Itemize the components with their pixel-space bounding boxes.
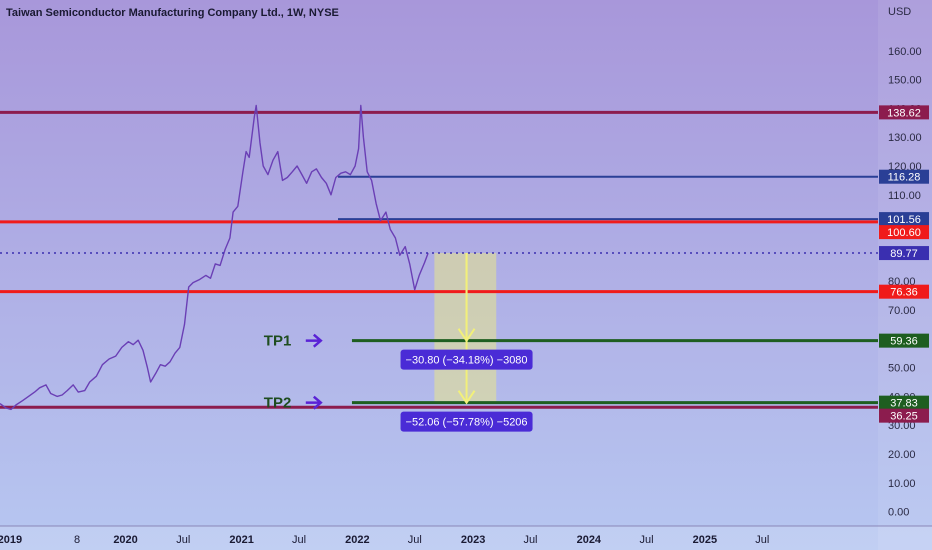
price-tag: 37.83	[890, 398, 918, 410]
price-tag: 138.62	[887, 107, 921, 119]
target-labels: TP1 TP2	[264, 333, 323, 412]
price-tag-box	[879, 246, 929, 261]
target-arrow-head-icon	[312, 333, 323, 348]
x-tick-label: 2023	[461, 534, 485, 546]
target-label: TP2	[264, 395, 292, 412]
chart-title: Taiwan Semiconductor Manufacturing Compa…	[6, 7, 339, 19]
x-axis-ticks: 2019 8 2020 Jul 2021 Jul 2022 Jul 2023 Jul 2024 Jul…	[0, 534, 769, 546]
y-tick-label: 150.00	[888, 75, 922, 87]
price-tag: 101.56	[887, 214, 921, 226]
x-tick-label: 2019	[0, 534, 22, 546]
price-tag: 36.25	[890, 411, 918, 423]
x-tick-label: 2022	[345, 534, 369, 546]
price-tag-box	[879, 408, 929, 423]
currency-label: USD	[888, 6, 911, 18]
y-tick-label: 20.00	[888, 449, 916, 461]
measure-label: −30.80 (−34.18%) −3080	[406, 355, 528, 367]
y-tick-label: 0.00	[888, 507, 909, 519]
x-tick-label: 8	[74, 534, 80, 546]
y-tick-label: 160.00	[888, 46, 922, 58]
x-tick-label: 2025	[693, 534, 717, 546]
y-tick-label: 130.00	[888, 132, 922, 144]
x-tick-label: Jul	[176, 534, 190, 546]
price-axis-background	[878, 0, 932, 550]
x-tick-label: Jul	[408, 534, 422, 546]
price-tag-box	[879, 212, 929, 227]
y-tick-label: 110.00	[888, 190, 921, 202]
price-tag: 59.36	[890, 336, 918, 348]
price-tag-box	[879, 225, 929, 240]
y-tick-label: 10.00	[888, 478, 916, 490]
horizontal-levels	[0, 110, 878, 409]
price-series	[0, 104, 429, 411]
price-tag: 89.77	[890, 248, 918, 260]
x-tick-label: Jul	[292, 534, 306, 546]
price-line	[0, 104, 429, 411]
x-tick-label: Jul	[639, 534, 653, 546]
measure-zone	[434, 253, 497, 403]
price-tag: 100.60	[887, 227, 921, 239]
measure-label-box	[400, 349, 533, 370]
x-tick-label: Jul	[523, 534, 537, 546]
price-tag: 76.36	[890, 287, 918, 299]
price-tag-box	[879, 169, 929, 184]
measure-labels: −30.80 (−34.18%) −3080 −52.06 (−57.78%) −…	[400, 349, 533, 432]
measure-label: −52.06 (−57.78%) −5206	[406, 417, 528, 429]
target-label: TP1	[264, 333, 292, 350]
x-tick-label: Jul	[755, 534, 769, 546]
x-tick-label: 2021	[229, 534, 253, 546]
price-tag-box	[879, 284, 929, 299]
measure-arrow-head	[457, 390, 476, 405]
x-tick-label: 2024	[577, 534, 602, 546]
price-tag-box	[879, 395, 929, 410]
target-arrow-head-icon	[312, 395, 323, 410]
price-tag-box	[879, 105, 929, 120]
y-tick-label: 30.00	[888, 420, 916, 432]
price-tag: 116.28	[888, 172, 921, 184]
y-tick-label: 70.00	[888, 305, 916, 317]
x-tick-label: 2020	[113, 534, 137, 546]
price-tag-box	[879, 333, 929, 348]
time-axis-background	[0, 526, 932, 550]
measure-arrows	[457, 253, 476, 405]
measure-label-box	[400, 411, 533, 432]
y-tick-label: 50.00	[888, 363, 916, 375]
